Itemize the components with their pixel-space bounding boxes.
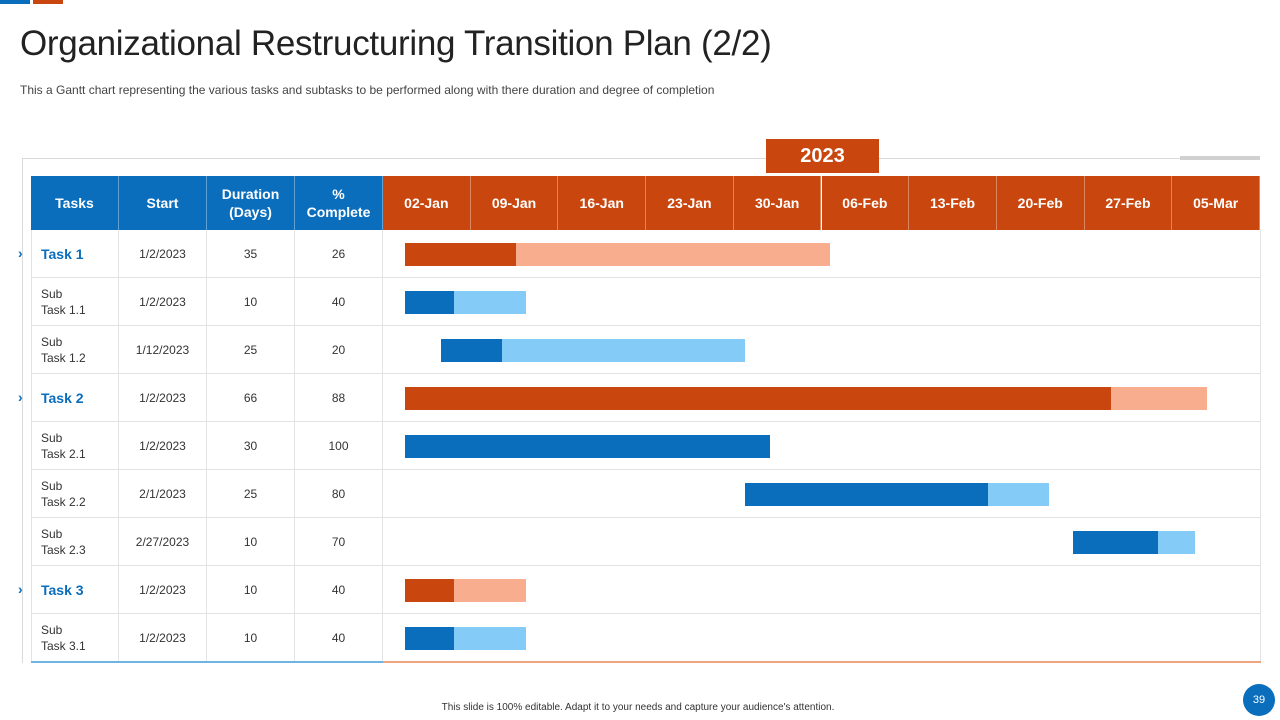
table-row: Sub Task 1.2 1/12/2023 25 20 bbox=[31, 326, 1261, 374]
gantt-bar-remaining bbox=[453, 579, 527, 602]
task-name: Sub Task 2.1 bbox=[31, 422, 119, 470]
task-duration: 35 bbox=[207, 230, 295, 278]
task-start: 1/2/2023 bbox=[119, 566, 207, 614]
task-complete: 88 bbox=[295, 374, 383, 422]
task-complete: 100 bbox=[295, 422, 383, 470]
table-row: Task 1 › 1/2/2023 35 26 bbox=[18, 230, 1261, 278]
gantt-bar-completed bbox=[405, 243, 516, 266]
frame-line-left bbox=[22, 158, 23, 663]
task-complete: 40 bbox=[295, 566, 383, 614]
task-start: 1/12/2023 bbox=[119, 326, 207, 374]
table-row: Sub Task 2.2 2/1/2023 25 80 bbox=[31, 470, 1261, 518]
gantt-bar-completed bbox=[405, 291, 454, 314]
task-start: 1/2/2023 bbox=[119, 422, 207, 470]
table-row: Sub Task 2.3 2/27/2023 10 70 bbox=[31, 518, 1261, 566]
column-header-duration: Duration (Days) bbox=[207, 176, 295, 230]
task-start: 2/1/2023 bbox=[119, 470, 207, 518]
gantt-bar-completed bbox=[405, 435, 770, 458]
frame-line-top bbox=[22, 158, 1180, 159]
week-label: 20-Feb bbox=[996, 176, 1085, 230]
week-label: 30-Jan bbox=[733, 176, 822, 230]
task-duration: 66 bbox=[207, 374, 295, 422]
task-duration: 10 bbox=[207, 278, 295, 326]
week-label: 23-Jan bbox=[646, 176, 734, 230]
task-complete: 26 bbox=[295, 230, 383, 278]
week-label: 27-Feb bbox=[1084, 176, 1173, 230]
gantt-bar-completed bbox=[441, 339, 503, 362]
gantt-bar-completed bbox=[405, 579, 454, 602]
week-label: 06-Feb bbox=[821, 176, 910, 230]
task-start: 1/2/2023 bbox=[119, 374, 207, 422]
gantt-bar-remaining bbox=[988, 483, 1049, 506]
table-row: Task 2 › 1/2/2023 66 88 bbox=[18, 374, 1261, 422]
week-label: 16-Jan bbox=[558, 176, 647, 230]
gantt-bar-completed bbox=[405, 627, 454, 650]
week-label: 13-Feb bbox=[909, 176, 997, 230]
slide-subtitle: This a Gantt chart representing the vari… bbox=[20, 83, 715, 97]
task-duration: 10 bbox=[207, 518, 295, 566]
column-header-tasks: Tasks bbox=[31, 176, 119, 230]
frame-corner-mark bbox=[1180, 156, 1260, 160]
page-number-badge: 39 bbox=[1243, 684, 1275, 716]
task-duration: 30 bbox=[207, 422, 295, 470]
task-name: Sub Task 2.2 bbox=[31, 470, 119, 518]
week-label: 02-Jan bbox=[383, 176, 471, 230]
accent-bar-orange bbox=[33, 0, 63, 4]
task-complete: 40 bbox=[295, 278, 383, 326]
task-start: 1/2/2023 bbox=[119, 614, 207, 662]
gantt-bar-remaining bbox=[453, 291, 527, 314]
expand-chevron-icon[interactable]: › bbox=[18, 581, 23, 597]
table-bottom-border bbox=[31, 661, 383, 663]
week-label: 09-Jan bbox=[470, 176, 559, 230]
accent-bar-blue bbox=[0, 0, 30, 4]
gantt-bar-completed bbox=[1073, 531, 1159, 554]
gantt-bar-remaining bbox=[515, 243, 831, 266]
task-complete: 80 bbox=[295, 470, 383, 518]
task-duration: 25 bbox=[207, 470, 295, 518]
task-name: Task 2 › bbox=[18, 374, 119, 422]
year-label: 2023 bbox=[766, 139, 879, 173]
column-header-complete: % Complete bbox=[295, 176, 383, 230]
task-start: 1/2/2023 bbox=[119, 278, 207, 326]
week-label: 05-Mar bbox=[1172, 176, 1260, 230]
gantt-bar-completed bbox=[405, 387, 1111, 410]
expand-chevron-icon[interactable]: › bbox=[18, 245, 23, 261]
task-name: Sub Task 3.1 bbox=[31, 614, 119, 662]
task-name: Sub Task 1.1 bbox=[31, 278, 119, 326]
task-duration: 10 bbox=[207, 614, 295, 662]
task-name: Task 3 › bbox=[18, 566, 119, 614]
gantt-bar-remaining bbox=[502, 339, 746, 362]
task-complete: 70 bbox=[295, 518, 383, 566]
column-header-start: Start bbox=[119, 176, 207, 230]
table-row: Sub Task 2.1 1/2/2023 30 100 bbox=[31, 422, 1261, 470]
task-start: 2/27/2023 bbox=[119, 518, 207, 566]
task-duration: 25 bbox=[207, 326, 295, 374]
timeline-bottom-border bbox=[383, 661, 1261, 663]
gantt-bar-remaining bbox=[1158, 531, 1195, 554]
footer-note: This slide is 100% editable. Adapt it to… bbox=[441, 702, 835, 713]
table-row: Sub Task 1.1 1/2/2023 10 40 bbox=[31, 278, 1261, 326]
task-name: Sub Task 1.2 bbox=[31, 326, 119, 374]
table-row: Task 3 › 1/2/2023 10 40 bbox=[18, 566, 1261, 614]
grid-line-right bbox=[1260, 230, 1261, 662]
gantt-bar-completed bbox=[745, 483, 989, 506]
expand-chevron-icon[interactable]: › bbox=[18, 389, 23, 405]
task-duration: 10 bbox=[207, 566, 295, 614]
table-row: Sub Task 3.1 1/2/2023 10 40 bbox=[31, 614, 1261, 662]
task-name: Task 1 › bbox=[18, 230, 119, 278]
slide-title: Organizational Restructuring Transition … bbox=[20, 24, 772, 63]
gantt-bar-remaining bbox=[453, 627, 527, 650]
task-complete: 20 bbox=[295, 326, 383, 374]
task-complete: 40 bbox=[295, 614, 383, 662]
grid-line-left bbox=[31, 230, 32, 662]
task-start: 1/2/2023 bbox=[119, 230, 207, 278]
task-name: Sub Task 2.3 bbox=[31, 518, 119, 566]
gantt-bar-remaining bbox=[1110, 387, 1207, 410]
